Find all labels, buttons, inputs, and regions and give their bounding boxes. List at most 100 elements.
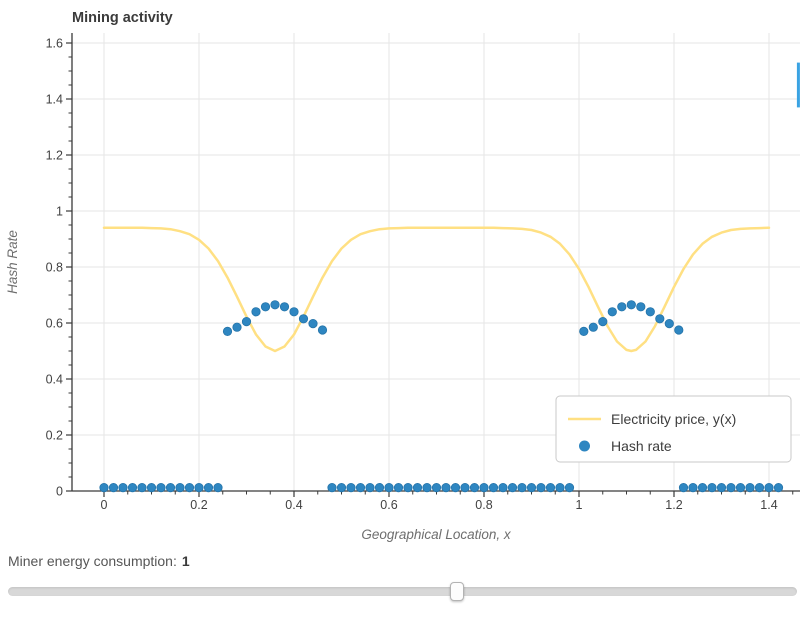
scatter-dot	[645, 307, 655, 317]
figure: 0 0.2 0.4 0.6 0.8 1 1.2 1.4 0 0.2 0.4 0.6 0.8 1 1.2 1.4…	[5, 10, 800, 542]
y-tick-label: 1	[56, 205, 63, 219]
scatter-dot	[469, 482, 480, 493]
scatter-dot	[479, 482, 489, 493]
legend: Electricity price, y(x) Hash rate	[555, 395, 792, 463]
energy-consumption-row: Miner energy consumption: 1	[8, 553, 797, 569]
chart-svg: 0 0.2 0.4 0.6 0.8 1 1.2 1.4 0 0.2 0.4 0.6 0.8 1 1.2 1.4…	[5, 10, 800, 542]
y-tick-label: 1.2	[46, 149, 63, 163]
scatter-dot	[607, 307, 617, 317]
scatter-dot	[308, 318, 318, 329]
energy-value: 1	[181, 553, 190, 569]
x-tick-label: 1.2	[665, 498, 682, 512]
scatter-dot	[213, 482, 223, 493]
scatter-dot	[517, 482, 527, 493]
scatter-dot	[298, 314, 309, 324]
scatter-dot	[289, 307, 299, 317]
scatter-dot	[346, 482, 356, 493]
scatter-dot	[564, 482, 575, 493]
scatter-dot	[108, 482, 119, 493]
scatter-dot	[251, 307, 261, 317]
scatter-dot	[355, 482, 366, 493]
price-line	[102, 226, 771, 353]
scatter-dot	[412, 482, 423, 493]
x-tick-label: 1	[576, 498, 583, 512]
scatter-dot	[636, 302, 646, 312]
scatter-dot	[678, 482, 689, 493]
scatter-dot	[241, 316, 252, 327]
chart-title: Mining activity	[72, 10, 173, 26]
x-tick-label: 0.6	[380, 498, 397, 512]
scatter-dot	[393, 482, 404, 493]
scatter-dot	[526, 482, 537, 493]
scatter-dot	[441, 482, 451, 493]
scatter-dot	[260, 302, 271, 312]
scatter-dot	[450, 482, 461, 493]
legend-label-hashrate: Hash rate	[611, 438, 672, 454]
scatter-dot	[317, 325, 328, 335]
scatter-dot	[536, 482, 546, 493]
scatter-dot	[745, 482, 755, 493]
scatter-dot	[374, 482, 385, 493]
scatter-dot	[655, 314, 665, 324]
scatter-dot	[626, 300, 636, 310]
scatter-dot	[279, 302, 290, 312]
x-tick-label: 0.2	[190, 498, 207, 512]
scatter-dot	[588, 322, 598, 332]
scatter-dot	[754, 482, 765, 493]
scatter-dot	[184, 482, 195, 493]
scatter-dot	[384, 482, 394, 493]
scatter-dot	[507, 482, 518, 493]
scatter-dot	[327, 482, 337, 493]
scatter-dot	[194, 482, 204, 493]
slider-thumb[interactable]	[449, 582, 464, 601]
scatter-dot	[488, 482, 499, 493]
scatter-dot	[175, 482, 185, 493]
x-tick-label: 0.4	[285, 498, 302, 512]
scatter-dot	[735, 482, 746, 493]
scatter-dot	[146, 482, 157, 493]
scatter-dot	[664, 318, 674, 329]
scatter-dot	[232, 322, 242, 332]
scatter-dot	[137, 482, 147, 493]
x-tick-label: 0	[101, 498, 108, 512]
scatter-dot	[203, 482, 214, 493]
slider-track[interactable]	[8, 587, 797, 596]
scatter-dot	[498, 482, 508, 493]
scatter-dot	[674, 325, 684, 335]
scatter-dot	[431, 482, 442, 493]
y-axis-label: Hash Rate	[5, 230, 20, 294]
scatter-dot	[726, 482, 736, 493]
series-layer	[99, 62, 800, 493]
y-tick-label: 0.2	[46, 429, 63, 443]
x-tick-label: 0.8	[475, 498, 492, 512]
scatter-dot	[707, 482, 717, 493]
scatter-dot	[222, 326, 233, 336]
scatter-dot	[422, 482, 432, 493]
energy-slider[interactable]	[8, 581, 797, 603]
y-tick-label: 0	[56, 485, 63, 499]
y-tick-label: 0.6	[46, 317, 63, 331]
scatter-dot	[555, 482, 565, 493]
scatter-dot	[764, 482, 774, 493]
scatter-dot	[118, 482, 128, 493]
legend-box	[555, 395, 792, 463]
x-tick-label: 1.4	[760, 498, 777, 512]
scatter-dot	[99, 482, 109, 493]
scatter-dot	[156, 482, 166, 493]
legend-label-price: Electricity price, y(x)	[611, 411, 736, 427]
gridlines	[72, 33, 800, 491]
scatter-dot	[598, 316, 608, 327]
y-tick-label: 1.4	[46, 93, 63, 107]
scatter-dot	[773, 482, 784, 493]
y-tick-label: 0.8	[46, 261, 63, 275]
scatter-dot	[270, 300, 280, 310]
scatter-dot	[545, 482, 556, 493]
scatter-dot	[460, 482, 470, 493]
scatter-dot	[579, 326, 589, 336]
controls: Miner energy consumption: 1	[0, 545, 805, 603]
scatter-dot	[716, 482, 727, 493]
scatter-dot	[617, 302, 627, 312]
scatter-dot	[127, 482, 138, 493]
energy-label-text: Miner energy consumption:	[8, 553, 177, 569]
x-axis-label: Geographical Location, x	[361, 527, 512, 542]
